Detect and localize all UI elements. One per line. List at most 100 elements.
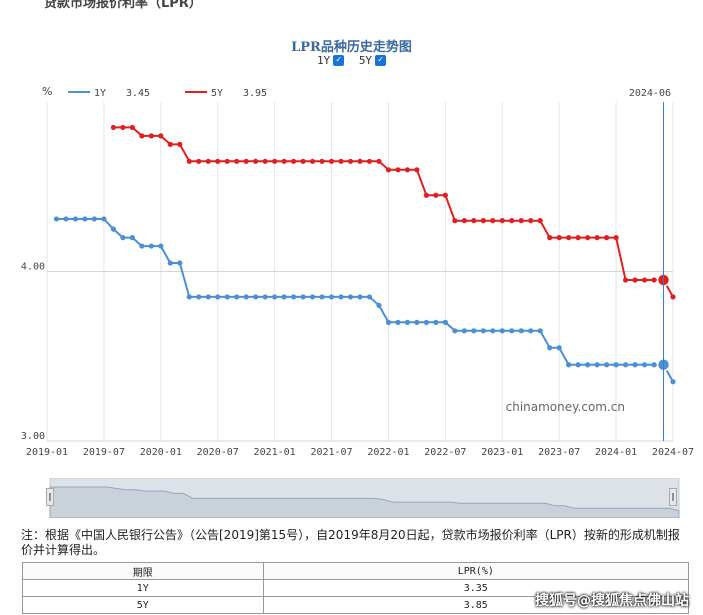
data-point [309,158,316,164]
data-point [613,362,619,368]
x-tick-label: 2021-01 [254,447,296,458]
series-toggles: 1Y ✓ 5Y ✓ [0,54,703,67]
x-tick-label: 2020-07 [197,447,239,458]
data-point [148,133,154,139]
chart-grid [46,102,674,442]
data-point [528,218,534,224]
navigator-left-handle[interactable]: ‖ [46,488,54,506]
table-header: 期限 [22,562,264,580]
lpr-table: 期限 LPR(%) 1Y 3.35 5Y 3.85 [22,562,690,614]
data-point [205,294,211,300]
data-point [243,158,249,164]
data-point [518,218,524,224]
lpr-line-chart[interactable]: 2019-01 2019-07 2020-01 2020-07 2021-01 2021-… [0,80,703,470]
methodology-note: 注：根据《中国人民银行公告》（公告[2019]第15号），自2019年8月20日… [21,528,680,557]
data-point [433,192,439,198]
data-point [120,235,126,241]
data-point [442,192,448,198]
checkbox-checked-icon[interactable]: ✓ [375,55,387,66]
data-point [338,158,344,164]
data-point [395,167,401,173]
navigator-right-handle[interactable]: ‖ [669,488,677,506]
data-point [566,362,572,368]
data-point [167,141,173,147]
data-point [347,158,354,164]
data-point [300,158,306,164]
data-point [281,294,287,300]
data-point [499,328,505,334]
y-tick-label: 4.00 [21,262,45,273]
data-point [423,319,429,325]
data-point [63,216,69,222]
data-point [186,294,192,300]
data-point [158,133,164,139]
toggle-5y[interactable]: 5Y ✓ [358,54,387,67]
data-point [328,158,335,164]
legend-series-value: 3.95 [243,88,267,99]
x-tick-label: 2019-07 [83,447,125,458]
data-point [632,362,638,368]
chart-title: LPR品种历史走势图 [291,40,412,55]
data-point [395,319,401,325]
data-point [281,158,287,164]
data-point [366,294,373,300]
data-point [376,158,382,164]
data-point [224,158,230,164]
data-point [632,277,638,283]
x-tick-label: 2023-07 [538,447,580,458]
data-point [509,218,515,224]
data-point [158,243,164,249]
data-point [328,294,335,300]
table-cell: 1Y [22,579,264,597]
data-point [537,328,543,334]
data-point [461,328,467,334]
data-point [613,235,619,241]
data-point [670,379,676,385]
data-point [376,302,382,308]
data-point [385,319,392,325]
toggle-5y-label: 5Y [358,54,373,67]
table-cell: 3.85 [262,596,690,614]
data-point [253,158,259,164]
toggle-1y[interactable]: 1Y ✓ [317,54,345,67]
x-tick-label: 2024-01 [595,447,637,458]
data-point [243,294,249,300]
data-point [509,328,515,334]
range-navigator[interactable]: ‖ ‖ [46,477,681,519]
data-point [129,235,135,241]
data-point [224,294,230,300]
data-point [594,362,600,368]
data-point [651,362,657,368]
data-point [196,158,202,164]
chart-watermark: chinamoney.com.cn [506,400,625,414]
data-point [177,260,183,266]
legend-series-value: 3.45 [126,88,150,99]
data-point [556,345,562,351]
table-header: LPR(%) [262,562,690,580]
data-point [641,277,648,283]
data-point [253,294,259,300]
data-point [414,319,420,325]
page-heading: 贷款市场报价利率（LPR） [44,0,202,11]
data-point [404,167,411,173]
checkbox-checked-icon[interactable]: ✓ [333,55,345,66]
data-point [291,158,297,164]
data-point [53,216,60,222]
data-point [490,328,496,334]
x-tick-label: 2022-07 [424,447,466,458]
legend-series-name: 1Y [94,88,106,99]
x-tick-label: 2023-01 [481,447,523,458]
data-point [537,218,543,224]
table-header-row: 期限 LPR(%) [22,562,690,580]
data-point [518,328,524,334]
table-row: 5Y 3.85 [22,596,690,614]
data-point [414,167,420,173]
data-point [110,124,116,131]
data-point [215,294,221,300]
data-point [480,218,486,224]
data-point [499,218,505,224]
data-point [670,294,676,300]
table-cell: 5Y [22,596,264,614]
x-tick-label: 2024-07 [652,447,694,458]
data-point [357,158,363,164]
